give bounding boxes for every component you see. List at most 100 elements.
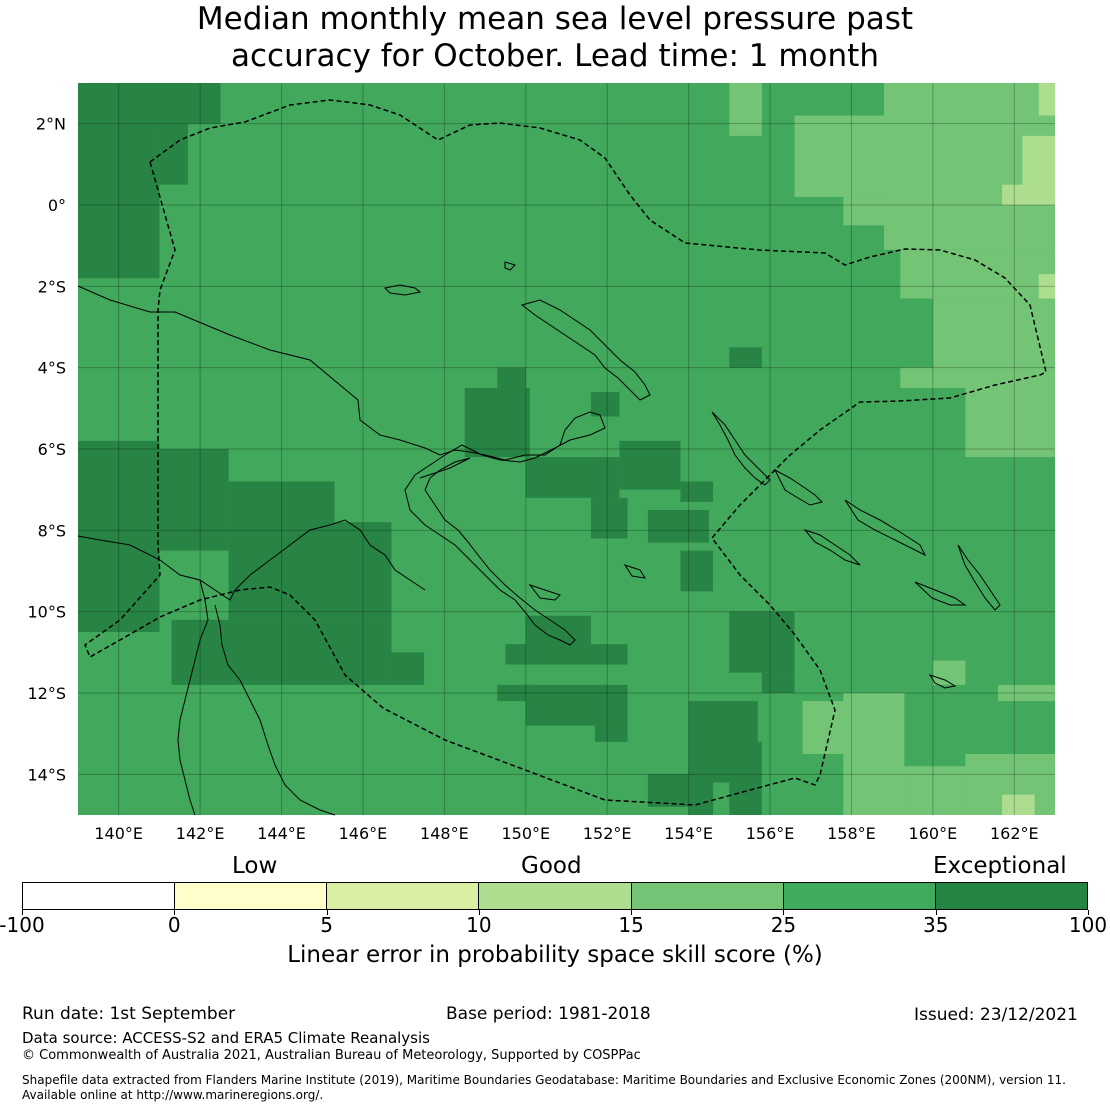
copyright: © Commonwealth of Australia 2021, Austra… (22, 1048, 641, 1063)
exceptional-skill-cell (525, 684, 628, 726)
moderate-skill-cell (904, 766, 966, 815)
moderate-skill-cell (965, 388, 1055, 458)
colorbar-caption-good: Good (521, 853, 582, 879)
exceptional-skill-cell (761, 672, 795, 693)
exceptional-skill-cell (78, 83, 221, 124)
exceptional-skill-cell (729, 741, 762, 815)
colorbar-segment (327, 883, 480, 909)
solomon-islands-coastline-c (803, 528, 861, 566)
longitude-label: 154°E (664, 824, 713, 843)
exceptional-skill-cell (729, 347, 762, 368)
exceptional-skill-cell (505, 644, 628, 665)
colorbar-tick-mark (1088, 910, 1089, 915)
longitude-label: 146°E (339, 824, 388, 843)
latitude-label: 2°S (38, 277, 66, 296)
makira-coastline (914, 581, 967, 606)
longitude-labels: 140°E 142°E 144°E 146°E 148°E 150°E 152°E 154°E… (94, 824, 1038, 843)
base-period: Base period: 1981-2018 (446, 1004, 651, 1024)
lower-skill-cell (1002, 184, 1039, 205)
map-gridlines (78, 83, 1055, 815)
colorbar-segment (479, 883, 632, 909)
exceptional-skill-cell (391, 652, 425, 685)
new-guinea-south-coastline (77, 519, 426, 601)
lower-skill-cell (1038, 274, 1055, 299)
manus-island-coastline (383, 284, 422, 296)
moderate-skill-cell (900, 367, 933, 388)
exceptional-skill-cell (497, 684, 534, 702)
colorbar-tick-mark (326, 910, 328, 915)
colorbar-segment (175, 883, 328, 909)
moderate-skill-cell (932, 298, 1055, 388)
lower-skill-cell (1038, 83, 1055, 116)
exceptional-skill-cell (688, 774, 714, 815)
colorbar-label: Linear error in probability space skill … (287, 942, 823, 968)
issued-date: Issued: 23/12/2021 (914, 1005, 1078, 1025)
exceptional-skill-cell (590, 497, 628, 539)
exceptional-skill-cell (680, 550, 714, 592)
moderate-skill-cell (932, 660, 966, 685)
trobriand-islands-coastline (623, 564, 647, 579)
colorbar-segment (935, 883, 1087, 909)
latitude-label: 0° (48, 196, 66, 215)
moderate-skill-cell (900, 249, 1055, 299)
moderate-skill-cell (729, 83, 762, 136)
exceptional-skill-cell (228, 481, 335, 620)
cape-york-coastline (177, 579, 209, 816)
solomon-islands-coastline-b (844, 499, 927, 557)
colorbar-caption-low: Low (232, 853, 278, 879)
colorbar-segment (783, 883, 936, 909)
exceptional-skill-cell (619, 440, 681, 490)
exceptional-skill-cell (78, 449, 229, 551)
colorbar-tick-label: -100 (0, 913, 45, 937)
longitude-label: 150°E (501, 824, 550, 843)
latitude-label: 10°S (27, 603, 66, 622)
colorbar-tick-label: 100 (1068, 913, 1108, 937)
moderate-skill-cell (794, 115, 901, 197)
colorbar-segment (631, 883, 784, 909)
exceptional-skill-cell (590, 392, 620, 417)
longitude-label: 160°E (909, 824, 958, 843)
exceptional-skill-cell (334, 522, 392, 620)
latitude-label: 14°S (27, 765, 66, 784)
longitude-label: 152°E (583, 824, 632, 843)
solomon-islands-coastline-a (773, 468, 823, 506)
new-ireland-coastline (504, 261, 516, 271)
colorbar-segment (23, 883, 176, 909)
colorbar (22, 882, 1088, 910)
latitude-label: 4°S (38, 359, 66, 378)
exceptional-skill-cell (647, 510, 709, 543)
colorbar-tick-label: 0 (167, 913, 181, 937)
cape-york-east-coastline (214, 604, 336, 816)
colorbar-tick-mark (783, 910, 785, 915)
data-source: Data source: ACCESS-S2 and ERA5 Climate … (22, 1029, 430, 1047)
longitude-label: 162°E (990, 824, 1039, 843)
rennell-island-coastline (928, 674, 957, 689)
eez-boundaries (84, 99, 1047, 806)
solomon-islands-coastline-d (957, 544, 1001, 611)
shapefile-credit-line-2: Available online at http://www.marinereg… (22, 1088, 324, 1102)
colorbar-tick-label: 15 (618, 913, 644, 937)
colorbar-tick-label: 35 (922, 913, 949, 937)
latitude-label: 2°N (36, 115, 66, 134)
longitude-label: 144°E (257, 824, 306, 843)
exceptional-skill-cell (680, 481, 714, 502)
colorbar-tick-label: 10 (466, 913, 492, 937)
exceptional-skill-cell (497, 367, 526, 409)
longitude-label: 156°E (746, 824, 795, 843)
moderate-skill-cell (998, 684, 1055, 702)
exceptional-skill-cell (729, 611, 795, 673)
latitude-label: 12°S (27, 684, 66, 703)
longitude-label: 148°E (420, 824, 469, 843)
new-britain-coastline (520, 299, 651, 401)
run-date: Run date: 1st September (22, 1004, 236, 1024)
louisiade-islands-coastline (528, 584, 561, 601)
exceptional-skill-cell (159, 111, 188, 185)
skill-score-cells (78, 83, 1055, 815)
shapefile-credit-line-1: Shapefile data extracted from Flanders M… (22, 1073, 1066, 1087)
map-title-line-1: Median monthly mean sea level pressure p… (196, 1, 914, 37)
png-eez-boundary (84, 99, 1047, 806)
colorbar-tick-mark (22, 910, 23, 915)
bougainville-coastline (711, 411, 771, 486)
map-title-line-2: accuracy for October. Lead time: 1 month (231, 38, 879, 74)
skill-score-map: 2°N 0° 2°S 4°S 6°S 8°S 10°S 12°S 14°S 140°E 142°E… (27, 83, 1055, 843)
